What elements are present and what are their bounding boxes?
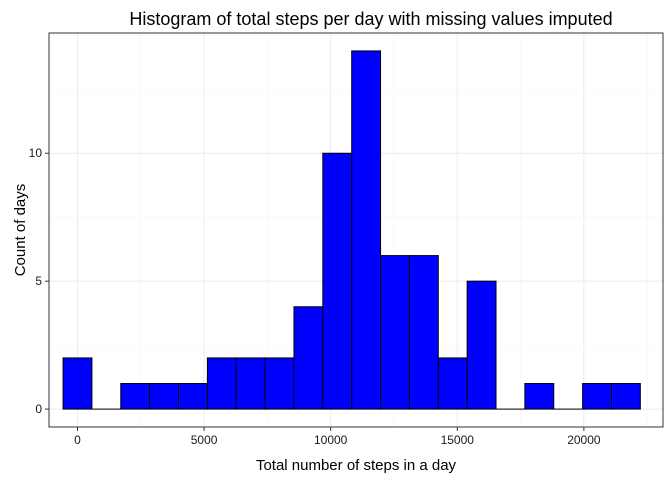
histogram-bar [149, 383, 180, 410]
y-tick-label: 5 [35, 274, 42, 288]
histogram-bar [437, 357, 468, 410]
histogram-bar [264, 357, 295, 410]
x-axis-title: Total number of steps in a day [256, 457, 457, 474]
histogram-bar [610, 383, 641, 410]
x-tick-label: 15000 [441, 433, 475, 447]
histogram-bar [62, 357, 93, 410]
histogram-bar [120, 383, 151, 410]
histogram-bar [293, 306, 324, 410]
x-axis-ticks: 0 5000 10000 15000 20000 [74, 427, 601, 447]
y-axis-title: Count of days [12, 184, 29, 277]
x-tick-label: 5000 [191, 433, 218, 447]
y-tick-label: 10 [29, 146, 43, 160]
histogram-bar [524, 383, 555, 410]
histogram-bar [235, 357, 266, 410]
x-tick-label: 10000 [314, 433, 348, 447]
histogram-bar [322, 152, 353, 410]
histogram-bar [178, 383, 208, 410]
chart-title: Histogram of total steps per day with mi… [129, 9, 612, 29]
panel-border [48, 32, 664, 428]
y-axis-ticks: 0 5 10 [29, 146, 49, 416]
histogram-bar [582, 383, 612, 410]
x-tick-label: 20000 [567, 433, 601, 447]
histogram-bar [351, 50, 382, 410]
histogram-bar [408, 255, 439, 410]
histogram-bar [380, 255, 410, 410]
y-tick-label: 0 [35, 402, 42, 416]
bars [62, 50, 641, 410]
histogram-bar [206, 357, 237, 410]
x-tick-label: 0 [74, 433, 81, 447]
histogram-bar [466, 280, 497, 410]
